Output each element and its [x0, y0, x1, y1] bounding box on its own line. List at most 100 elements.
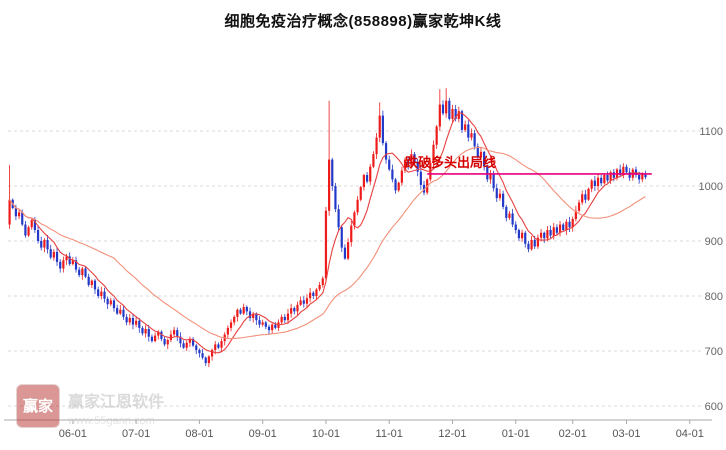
x-tick-label: 07-01	[122, 428, 150, 440]
x-tick-label: 08-01	[185, 428, 213, 440]
candle	[172, 330, 176, 335]
candle	[305, 298, 309, 304]
candle	[8, 199, 11, 225]
candle	[74, 260, 78, 270]
candle	[331, 159, 334, 186]
candle	[388, 159, 391, 170]
candle	[290, 308, 293, 314]
candle	[413, 154, 416, 162]
candle	[188, 338, 192, 343]
candle	[131, 318, 135, 325]
candle	[220, 341, 223, 348]
candle	[596, 177, 600, 186]
candle	[369, 166, 372, 182]
candle	[160, 331, 163, 339]
candle	[21, 212, 24, 225]
candle	[628, 172, 631, 178]
candle	[185, 342, 188, 348]
candle	[283, 316, 286, 321]
candle	[473, 133, 476, 147]
candle	[71, 260, 74, 265]
candle	[100, 291, 103, 296]
candle	[65, 256, 68, 261]
candle	[14, 208, 18, 217]
candle	[511, 213, 514, 225]
candle	[59, 261, 62, 269]
brand-logo-text: 赢家	[22, 397, 53, 415]
candle	[337, 209, 340, 228]
candle	[299, 300, 302, 305]
candle	[36, 230, 40, 241]
candle	[33, 220, 36, 230]
x-tick-label: 09-01	[249, 428, 277, 440]
candle	[486, 166, 489, 180]
candle	[495, 188, 498, 199]
candle	[391, 169, 394, 180]
candle	[191, 338, 195, 346]
x-tick-label: 12-01	[438, 428, 466, 440]
candle	[321, 278, 324, 285]
candle	[157, 331, 160, 336]
y-tick-label: 700	[705, 346, 723, 358]
candle	[476, 146, 479, 158]
candle	[267, 326, 271, 331]
candle	[441, 104, 445, 114]
candle	[581, 194, 584, 203]
candle	[122, 309, 125, 317]
candle	[280, 316, 283, 323]
watermark-url: www.55gann.com	[68, 415, 155, 427]
candle	[217, 344, 220, 348]
candle	[577, 202, 581, 211]
candle	[445, 100, 448, 114]
candle	[372, 154, 375, 167]
candle	[242, 307, 245, 314]
candle	[612, 172, 615, 178]
candle	[43, 239, 46, 248]
candle	[479, 151, 483, 158]
candle	[40, 241, 43, 248]
candle	[362, 175, 366, 188]
candle	[141, 327, 144, 334]
candle	[30, 220, 33, 228]
candle	[214, 344, 217, 350]
candle	[498, 193, 502, 199]
candle	[517, 230, 521, 239]
x-tick-label: 06-01	[59, 428, 87, 440]
candle	[116, 308, 119, 314]
candle	[346, 242, 350, 259]
candle	[558, 224, 562, 233]
candle	[144, 329, 147, 334]
y-tick-label: 1000	[699, 181, 723, 193]
candle	[81, 268, 84, 276]
candle	[505, 206, 508, 218]
candle	[109, 300, 112, 305]
candle	[606, 175, 609, 181]
candle	[641, 173, 644, 180]
candle	[549, 230, 552, 236]
candle	[264, 322, 267, 327]
candle	[536, 237, 540, 247]
candle	[150, 336, 154, 342]
candle	[375, 137, 378, 155]
candle	[309, 292, 312, 299]
candle	[302, 300, 305, 304]
candle	[514, 224, 517, 230]
candle	[233, 316, 236, 323]
candle	[644, 173, 647, 178]
candle	[562, 224, 565, 230]
candle	[340, 227, 343, 248]
candle	[432, 144, 435, 163]
candle	[179, 336, 182, 344]
candle	[210, 349, 214, 357]
candle	[356, 199, 359, 213]
candle	[245, 307, 248, 312]
candle	[78, 269, 81, 276]
candle	[46, 239, 49, 250]
candle	[226, 327, 229, 335]
x-tick-label: 04-01	[676, 428, 704, 440]
candle	[286, 313, 290, 321]
chart-title: 细胞免疫治疗概念(858898)赢家乾坤K线	[224, 13, 502, 30]
candle	[565, 221, 568, 230]
candle	[315, 289, 318, 296]
